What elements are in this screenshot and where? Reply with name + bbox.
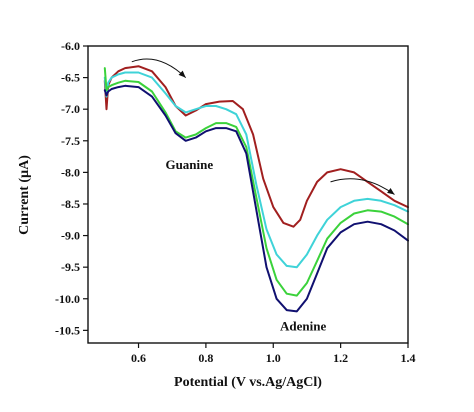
y-tick-label: -10.0 — [55, 292, 80, 306]
x-tick-label: 1.4 — [401, 351, 416, 365]
arrow-head — [178, 70, 186, 78]
x-tick-label: 0.6 — [131, 351, 146, 365]
annotation-layer: Guanine Adenine — [165, 157, 326, 333]
y-tick-label: -9.0 — [61, 229, 80, 243]
x-ticks: 0.6 0.8 1.0 1.2 1.4 — [131, 343, 416, 365]
arrow-layer — [131, 58, 395, 195]
y-tick-label: -10.5 — [55, 323, 80, 337]
plot-frame — [87, 45, 409, 344]
y-tick-label: -8.5 — [61, 197, 80, 211]
x-tick-label: 1.0 — [266, 351, 281, 365]
x-axis-title: Potential (V vs.Ag/AgCl) — [174, 375, 322, 390]
series-line-3 — [103, 67, 409, 297]
x-tick-label: 1.2 — [333, 351, 348, 365]
y-tick-label: -7.0 — [61, 102, 80, 116]
y-tick-label: -6.5 — [61, 71, 80, 85]
y-tick-label: -9.5 — [61, 260, 80, 274]
arrow-curve — [131, 58, 187, 78]
annotation-label: Adenine — [280, 318, 326, 333]
y-tick-label: -8.0 — [61, 165, 80, 179]
series-line-4 — [103, 84, 409, 313]
arrow-head — [387, 188, 395, 195]
y-tick-label: -7.5 — [61, 134, 80, 148]
annotation-label: Guanine — [165, 157, 213, 172]
series-line-1 — [103, 65, 409, 228]
y-tick-label: -6.0 — [61, 39, 80, 53]
y-ticks: -6.0 -6.5 -7.0 -7.5 -8.0 -8.5 -9.0 -9.5 -10.0 -10… — [55, 39, 88, 337]
arrow-curve — [330, 178, 395, 195]
series-layer — [103, 65, 409, 313]
y-axis-title: Current (µA) — [17, 155, 32, 235]
x-tick-label: 0.8 — [198, 351, 213, 365]
series-line-2 — [103, 71, 409, 269]
